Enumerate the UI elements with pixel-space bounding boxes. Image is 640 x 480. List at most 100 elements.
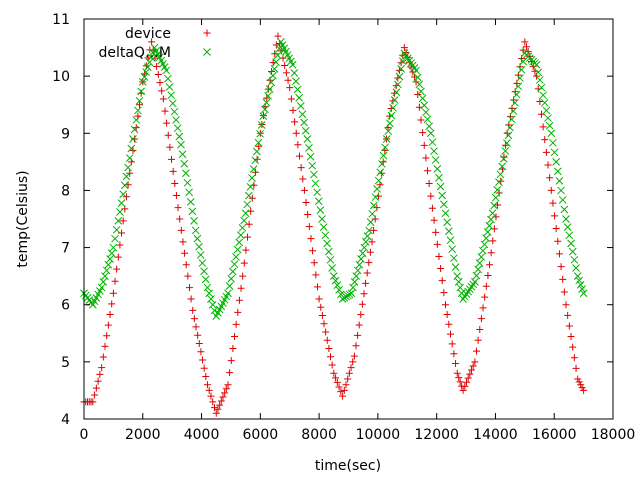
data-point — [99, 278, 108, 286]
data-point — [153, 62, 161, 70]
data-point — [306, 152, 315, 161]
data-point — [536, 98, 544, 106]
data-point — [471, 278, 479, 286]
y-tick-label: 11 — [52, 12, 70, 28]
data-point — [410, 64, 419, 72]
data-point — [221, 389, 229, 397]
data-point — [166, 143, 174, 151]
data-point — [579, 289, 588, 298]
data-point — [154, 71, 162, 79]
data-point — [446, 236, 455, 245]
data-point — [190, 315, 198, 323]
data-point — [357, 311, 365, 319]
data-point — [231, 332, 239, 340]
data-point — [289, 106, 297, 114]
data-point — [469, 362, 477, 370]
data-point — [477, 315, 485, 323]
data-point — [134, 106, 142, 115]
data-point — [106, 255, 114, 263]
data-point — [335, 383, 343, 391]
data-point — [145, 58, 154, 67]
data-point — [295, 93, 304, 102]
data-point — [432, 228, 440, 236]
data-point — [452, 359, 460, 367]
data-point — [477, 253, 486, 261]
data-point — [558, 196, 567, 204]
data-point — [127, 144, 136, 153]
data-point — [122, 172, 131, 181]
data-point — [116, 208, 124, 216]
data-point — [511, 98, 519, 107]
data-point — [109, 289, 117, 297]
data-point — [158, 87, 166, 95]
data-point — [545, 121, 554, 130]
data-point — [578, 384, 586, 392]
data-point — [352, 342, 360, 350]
axis-ticks: 0 2000 4000 6000 8000 10000 12000 14000 16000 180… — [52, 12, 635, 443]
data-point — [116, 241, 124, 249]
x-tick-label: 0 — [80, 427, 89, 443]
y-tick-label: 9 — [61, 126, 70, 142]
data-point — [465, 285, 474, 294]
data-point — [244, 191, 253, 200]
data-point — [91, 391, 99, 399]
data-point — [373, 185, 381, 193]
data-point — [355, 260, 364, 269]
data-point — [379, 158, 387, 166]
data-point — [333, 281, 342, 290]
data-point — [322, 328, 330, 336]
data-point — [324, 247, 333, 256]
data-point — [439, 200, 448, 209]
data-point — [534, 68, 543, 77]
data-point — [509, 107, 518, 115]
data-point — [209, 398, 217, 406]
data-point — [185, 284, 193, 292]
data-point — [330, 369, 338, 377]
data-point — [137, 87, 145, 96]
data-point — [564, 311, 572, 319]
data-point — [532, 60, 541, 69]
data-point — [203, 381, 211, 389]
data-point — [454, 278, 463, 286]
data-point — [132, 116, 141, 124]
data-point — [572, 364, 580, 372]
data-point — [555, 177, 564, 185]
data-point — [549, 138, 557, 147]
data-point — [318, 215, 326, 223]
data-point — [436, 182, 445, 191]
data-point — [398, 57, 407, 65]
data-point — [357, 255, 365, 263]
data-point — [360, 290, 368, 298]
data-point — [329, 272, 338, 280]
data-point — [575, 276, 584, 285]
series-device — [80, 32, 588, 417]
data-point — [467, 282, 476, 291]
data-point — [358, 249, 367, 258]
data-point — [98, 364, 106, 372]
data-point — [99, 353, 107, 361]
x-tick-label: 10000 — [356, 427, 401, 443]
data-point — [309, 247, 317, 255]
data-point — [191, 226, 200, 235]
data-point — [229, 345, 237, 353]
data-point — [428, 204, 436, 212]
data-point — [547, 129, 556, 138]
data-point — [269, 71, 277, 80]
data-point — [413, 73, 422, 82]
data-point — [282, 69, 290, 77]
data-point — [448, 245, 457, 254]
data-point — [422, 154, 430, 162]
x-tick-label: 16000 — [532, 427, 577, 443]
data-point — [111, 277, 119, 285]
data-point — [366, 218, 375, 226]
data-point — [327, 353, 335, 361]
data-point — [365, 226, 373, 235]
data-point — [271, 50, 279, 58]
data-point — [438, 191, 447, 200]
data-point — [512, 90, 521, 99]
data-point — [354, 331, 362, 339]
data-point — [129, 135, 137, 143]
data-point — [462, 290, 471, 298]
data-point — [441, 209, 450, 218]
data-point — [570, 255, 579, 264]
